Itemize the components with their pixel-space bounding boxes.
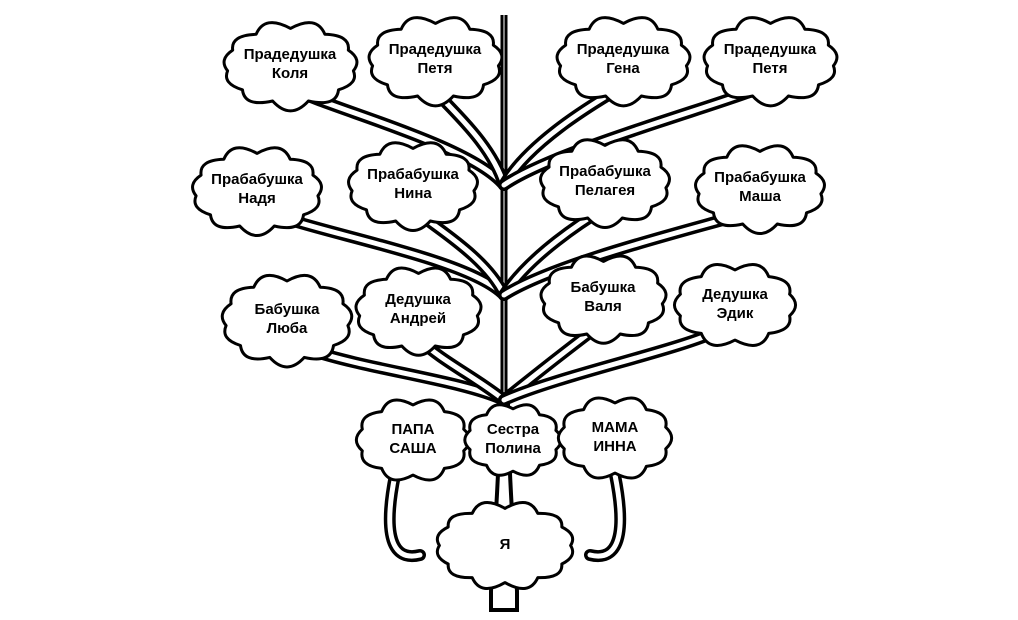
- family-tree-diagram: Прадедушка КоляПрадедушка ПетяПрадедушка…: [0, 0, 1018, 620]
- branches-layer: [0, 0, 1018, 620]
